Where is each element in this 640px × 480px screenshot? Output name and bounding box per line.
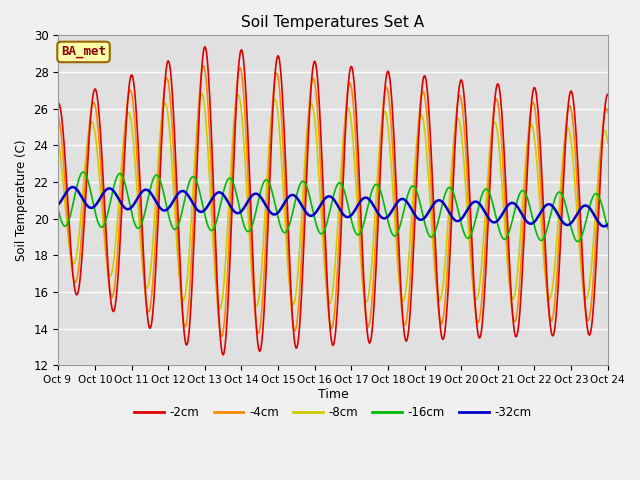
-8cm (604, 140, 612, 146)
-16cm (604, 226, 612, 231)
-4cm (604, 109, 612, 115)
-2cm (552, 316, 559, 322)
Line: -4cm: -4cm (58, 66, 608, 336)
-8cm (172, 227, 180, 233)
-4cm (604, 108, 611, 114)
-2cm (54, 100, 62, 106)
-32cm (208, 196, 216, 202)
-2cm (604, 92, 612, 97)
-16cm (574, 239, 582, 244)
Line: -2cm: -2cm (58, 47, 608, 355)
-4cm (200, 63, 207, 69)
-4cm (54, 114, 62, 120)
-4cm (208, 182, 216, 188)
-2cm (172, 164, 180, 170)
Text: BA_met: BA_met (61, 46, 106, 59)
-32cm (396, 197, 404, 203)
-8cm (397, 288, 404, 294)
-16cm (552, 194, 559, 200)
-2cm (604, 92, 611, 97)
-8cm (387, 156, 395, 162)
-8cm (216, 306, 224, 312)
-16cm (208, 228, 216, 233)
-32cm (68, 184, 76, 190)
-32cm (172, 193, 180, 199)
-2cm (201, 44, 209, 50)
-16cm (172, 226, 180, 232)
-4cm (552, 288, 559, 293)
-8cm (54, 137, 62, 143)
-4cm (387, 116, 395, 121)
X-axis label: Time: Time (317, 388, 348, 401)
-2cm (208, 143, 216, 148)
-8cm (208, 218, 216, 224)
Line: -32cm: -32cm (58, 187, 608, 227)
-16cm (54, 207, 62, 213)
-32cm (387, 210, 394, 216)
-4cm (172, 199, 180, 204)
-16cm (387, 228, 394, 233)
-8cm (604, 139, 611, 144)
-16cm (604, 225, 611, 230)
Legend: -2cm, -4cm, -8cm, -16cm, -32cm: -2cm, -4cm, -8cm, -16cm, -32cm (130, 401, 536, 424)
Line: -8cm: -8cm (58, 94, 608, 309)
-32cm (552, 207, 559, 213)
-4cm (218, 334, 225, 339)
-2cm (387, 84, 395, 90)
-32cm (604, 222, 611, 228)
Title: Soil Temperatures Set A: Soil Temperatures Set A (241, 15, 424, 30)
-16cm (79, 169, 87, 175)
-32cm (54, 202, 62, 207)
-4cm (397, 290, 404, 296)
-2cm (397, 276, 404, 282)
-16cm (396, 222, 404, 228)
-8cm (552, 251, 559, 257)
Line: -16cm: -16cm (58, 172, 608, 241)
-32cm (600, 224, 608, 229)
-32cm (604, 221, 612, 227)
Y-axis label: Soil Temperature (C): Soil Temperature (C) (15, 140, 28, 261)
-2cm (220, 352, 227, 358)
-8cm (198, 91, 205, 96)
